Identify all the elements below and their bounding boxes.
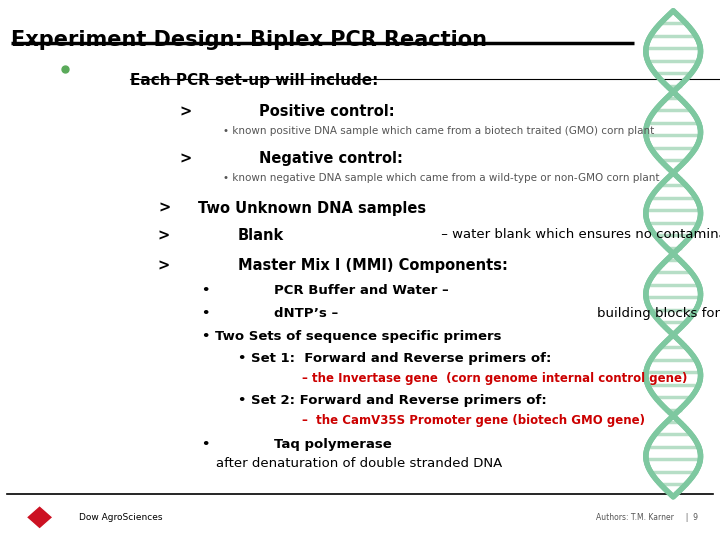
- Text: Each PCR set-up will include:: Each PCR set-up will include:: [130, 73, 378, 88]
- Text: building blocks for the taq polymerase to make new DNA strands: building blocks for the taq polymerase t…: [597, 307, 720, 320]
- Text: Taq polymerase: Taq polymerase: [274, 438, 396, 451]
- Text: Positive control:: Positive control:: [259, 104, 395, 119]
- Text: >: >: [180, 151, 197, 166]
- Text: Negative control:: Negative control:: [259, 151, 403, 166]
- Polygon shape: [26, 505, 53, 529]
- Text: >: >: [180, 104, 197, 119]
- Text: Dow AgroSciences: Dow AgroSciences: [79, 513, 163, 522]
- Text: Two Unknown DNA samples: Two Unknown DNA samples: [198, 201, 426, 216]
- Text: >: >: [158, 201, 171, 216]
- Text: Master Mix I (MMI) Components:: Master Mix I (MMI) Components:: [238, 258, 508, 273]
- Text: Experiment Design: Biplex PCR Reaction: Experiment Design: Biplex PCR Reaction: [11, 30, 487, 50]
- Text: –  the CamV35S Promoter gene (biotech GMO gene): – the CamV35S Promoter gene (biotech GMO…: [302, 414, 645, 427]
- Text: • Set 1:  Forward and Reverse primers of:: • Set 1: Forward and Reverse primers of:: [238, 352, 551, 365]
- Text: • known positive DNA sample which came from a biotech traited (GMO) corn plant: • known positive DNA sample which came f…: [223, 126, 654, 137]
- Text: •: •: [202, 307, 215, 320]
- Text: – the Invertase gene  (corn genome internal control gene): – the Invertase gene (corn genome intern…: [302, 372, 688, 384]
- Text: Authors: T.M. Karner     |  9: Authors: T.M. Karner | 9: [596, 513, 698, 522]
- Text: • Set 2: Forward and Reverse primers of:: • Set 2: Forward and Reverse primers of:: [238, 394, 546, 407]
- Text: after denaturation of double stranded DNA: after denaturation of double stranded DN…: [216, 457, 503, 470]
- Text: •: •: [202, 438, 215, 451]
- Text: • Two Sets of sequence specific primers: • Two Sets of sequence specific primers: [202, 330, 501, 343]
- Text: Blank: Blank: [238, 228, 284, 244]
- Text: • known negative DNA sample which came from a wild-type or non-GMO corn plant: • known negative DNA sample which came f…: [223, 173, 660, 184]
- Text: >: >: [158, 228, 176, 244]
- Text: – water blank which ensures no contamination in the PCR set-up: – water blank which ensures no contamina…: [436, 228, 720, 241]
- Text: •: •: [202, 284, 215, 296]
- Text: DOW: DOW: [29, 513, 50, 522]
- Text: PCR Buffer and Water –: PCR Buffer and Water –: [274, 284, 453, 296]
- Text: >: >: [158, 258, 176, 273]
- Text: dNTP’s –: dNTP’s –: [274, 307, 343, 320]
